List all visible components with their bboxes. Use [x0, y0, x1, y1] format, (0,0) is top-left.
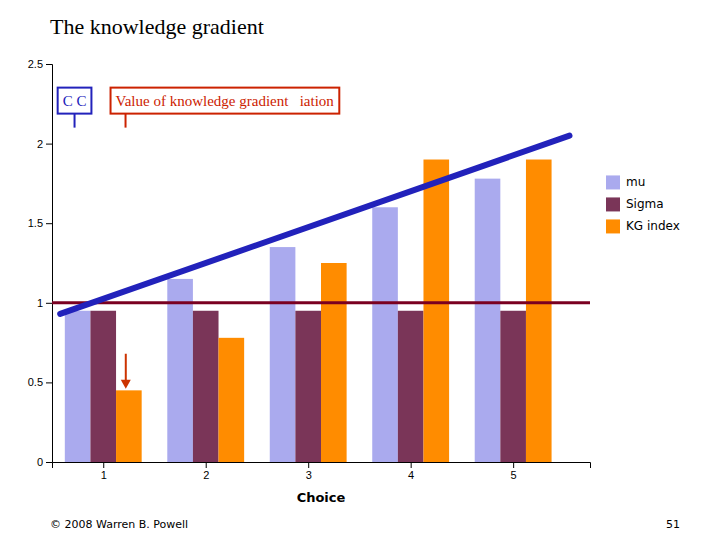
y-tick-label: 0: [37, 456, 43, 468]
x-tick: 1: [101, 462, 107, 481]
horizontal-line: [52, 301, 590, 304]
annotation-box: [58, 88, 92, 114]
x-tick-mark: [513, 462, 514, 468]
bar: [167, 279, 193, 462]
annotation-box: [111, 88, 340, 114]
legend-swatch: [606, 197, 620, 211]
x-tick-label: 2: [203, 469, 209, 481]
x-tick-mark: [103, 462, 104, 468]
y-tick-mark: [46, 64, 52, 65]
y-axis-line: [46, 65, 53, 463]
y-tick-label: 0.5: [28, 376, 43, 388]
y-tick: 2.5: [28, 58, 52, 70]
legend-item: KG index: [606, 219, 680, 233]
y-tick-mark: [46, 303, 52, 304]
x-tick: 2: [203, 462, 209, 481]
legend-item: mu: [606, 175, 645, 189]
arrow-head: [121, 380, 131, 389]
arrow-shaft: [125, 354, 127, 383]
bar: [321, 263, 347, 462]
x-tick-label: 4: [408, 469, 414, 481]
y-tick-label: 1: [37, 297, 43, 309]
x-axis: 1 2 3 4 5: [53, 462, 591, 481]
x-tick-label: 5: [511, 469, 517, 481]
bar: [270, 247, 296, 462]
arrow: [121, 354, 131, 389]
x-tick-mark: [206, 462, 207, 468]
y-tick-mark: [46, 382, 52, 383]
plot: 1 2 3 4 5 0 0.5 1 1.5 2 2.5 Choice C C Value of knowl…: [28, 58, 591, 505]
bar-series: [90, 311, 526, 462]
x-tick-label: 1: [101, 469, 107, 481]
x-axis-line: [53, 463, 591, 469]
legend-label: mu: [626, 175, 645, 189]
bar: [526, 160, 552, 462]
x-tick: 5: [511, 462, 517, 481]
marks: [52, 136, 590, 462]
bar: [500, 311, 526, 462]
x-tick-mark: [411, 462, 412, 468]
y-tick: 1: [37, 297, 52, 309]
chart: The knowledge gradient 1 2 3 4 5 0 0.5 1 1.5 2 2.5 C…: [0, 0, 720, 540]
legend-item: Sigma: [606, 197, 664, 211]
y-tick-mark: [46, 462, 52, 463]
annotation: C C: [58, 88, 92, 128]
bar: [116, 390, 142, 462]
y-tick-label: 2.5: [28, 58, 43, 70]
y-tick: 0: [37, 456, 52, 468]
annotation-text: C C: [63, 93, 87, 109]
x-tick: 3: [306, 462, 312, 481]
legend-swatch: [606, 219, 620, 233]
bar: [193, 311, 219, 462]
footer-text: 51: [666, 518, 680, 531]
bar: [219, 338, 245, 462]
y-tick-label: 2: [37, 138, 43, 150]
y-tick-mark: [46, 144, 52, 145]
bar: [65, 311, 91, 462]
reference-line: [60, 136, 569, 314]
bar: [372, 207, 398, 462]
y-tick-mark: [46, 223, 52, 224]
bar: [90, 311, 116, 462]
y-axis: 0 0.5 1 1.5 2 2.5: [28, 58, 53, 468]
y-tick: 2: [37, 138, 52, 150]
y-tick: 0.5: [28, 376, 52, 388]
legend-label: Sigma: [626, 197, 664, 211]
y-tick-label: 1.5: [28, 217, 43, 229]
bar: [398, 311, 424, 462]
legend: mu Sigma KG index: [606, 175, 680, 233]
x-tick-label: 3: [306, 469, 312, 481]
x-tick: 4: [408, 462, 414, 481]
annotation: Value of knowledge gradient iation: [111, 88, 340, 128]
footer-text: © 2008 Warren B. Powell: [50, 518, 188, 531]
title: The knowledge gradient: [50, 14, 264, 39]
legend-swatch: [606, 175, 620, 189]
annotations: C C Value of knowledge gradient iation: [58, 88, 340, 128]
bar-series: [116, 160, 552, 462]
legend-label: KG index: [626, 219, 680, 233]
annotation-text: Value of knowledge gradient iation: [116, 93, 335, 109]
x-tick-mark: [308, 462, 309, 468]
bar: [295, 311, 321, 462]
annotation-connector: [74, 114, 76, 128]
annotation-connector: [125, 114, 127, 128]
x-axis-title: Choice: [297, 490, 346, 505]
y-tick: 1.5: [28, 217, 52, 229]
bar: [475, 179, 501, 462]
bar: [423, 160, 449, 462]
